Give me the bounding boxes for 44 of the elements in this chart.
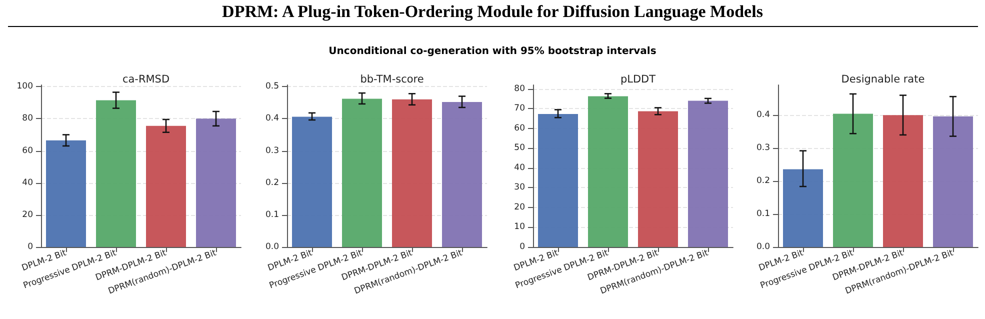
y-tick-label: 0.0 xyxy=(756,242,770,252)
text: Unconditional co-generation with 95% bootstrap intervals xyxy=(328,46,658,57)
bar xyxy=(96,100,136,247)
bar xyxy=(46,140,86,247)
y-tick-label: 0.0 xyxy=(265,242,279,252)
y-tick-label: 0.4 xyxy=(756,110,770,120)
bar xyxy=(146,126,186,247)
bar xyxy=(783,169,823,247)
y-tick-label: 20 xyxy=(22,210,33,220)
y-tick-label: 30 xyxy=(514,182,525,193)
y-tick-label: 60 xyxy=(22,146,33,156)
chart-title: pLDDT xyxy=(620,74,656,86)
y-tick-label: 0.2 xyxy=(265,178,279,188)
bar xyxy=(196,118,236,247)
bar xyxy=(392,99,432,247)
bar xyxy=(342,98,382,247)
bar xyxy=(442,102,482,247)
bar xyxy=(883,115,923,247)
y-tick-label: 40 xyxy=(22,178,33,188)
bar xyxy=(933,116,973,247)
y-tick-label: 40 xyxy=(514,162,525,173)
chart-title: ca-RMSD xyxy=(122,74,170,86)
y-tick-label: 0.4 xyxy=(265,114,279,124)
y-tick-label: 80 xyxy=(22,114,33,124)
y-tick-label: 70 xyxy=(514,104,525,114)
y-tick-label: 10 xyxy=(514,222,525,232)
y-tick-label: 0 xyxy=(28,242,33,252)
y-tick-label: 80 xyxy=(514,84,525,94)
y-tick-label: 60 xyxy=(514,123,525,134)
y-tick-label: 0.3 xyxy=(265,146,279,156)
bar xyxy=(292,116,332,247)
text: DPRM: A Plug-in Token-Ordering Module for Diffusion Language Models xyxy=(221,2,764,22)
y-tick-label: 100 xyxy=(16,82,33,92)
y-tick-label: 50 xyxy=(514,143,525,154)
chart-title: Designable rate xyxy=(841,74,925,86)
chart-title: bb-TM-score xyxy=(360,74,424,86)
y-tick-label: 0 xyxy=(520,242,525,252)
y-tick-label: 0.2 xyxy=(756,176,770,186)
y-tick-label: 0.3 xyxy=(756,142,770,153)
bar xyxy=(833,114,873,247)
y-tick-label: 20 xyxy=(514,202,525,212)
y-tick-label: 0.1 xyxy=(756,208,770,219)
y-tick-label: 0.1 xyxy=(265,210,279,220)
y-tick-label: 0.5 xyxy=(265,82,279,92)
